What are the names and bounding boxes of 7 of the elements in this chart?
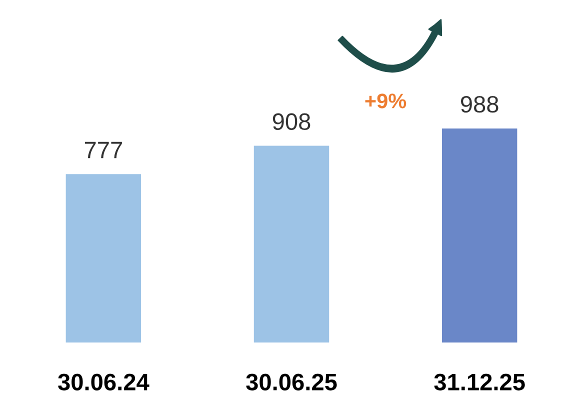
data-label: 908 — [272, 113, 310, 130]
text: +9% — [365, 94, 406, 108]
x-tick-label: 31.12.25 — [434, 374, 525, 390]
x-tick-label: 30.06.24 — [58, 374, 150, 390]
data-label: 777 — [84, 142, 122, 158]
x-tick-label: 30.06.25 — [246, 374, 337, 390]
data-label: 988 — [460, 96, 498, 113]
